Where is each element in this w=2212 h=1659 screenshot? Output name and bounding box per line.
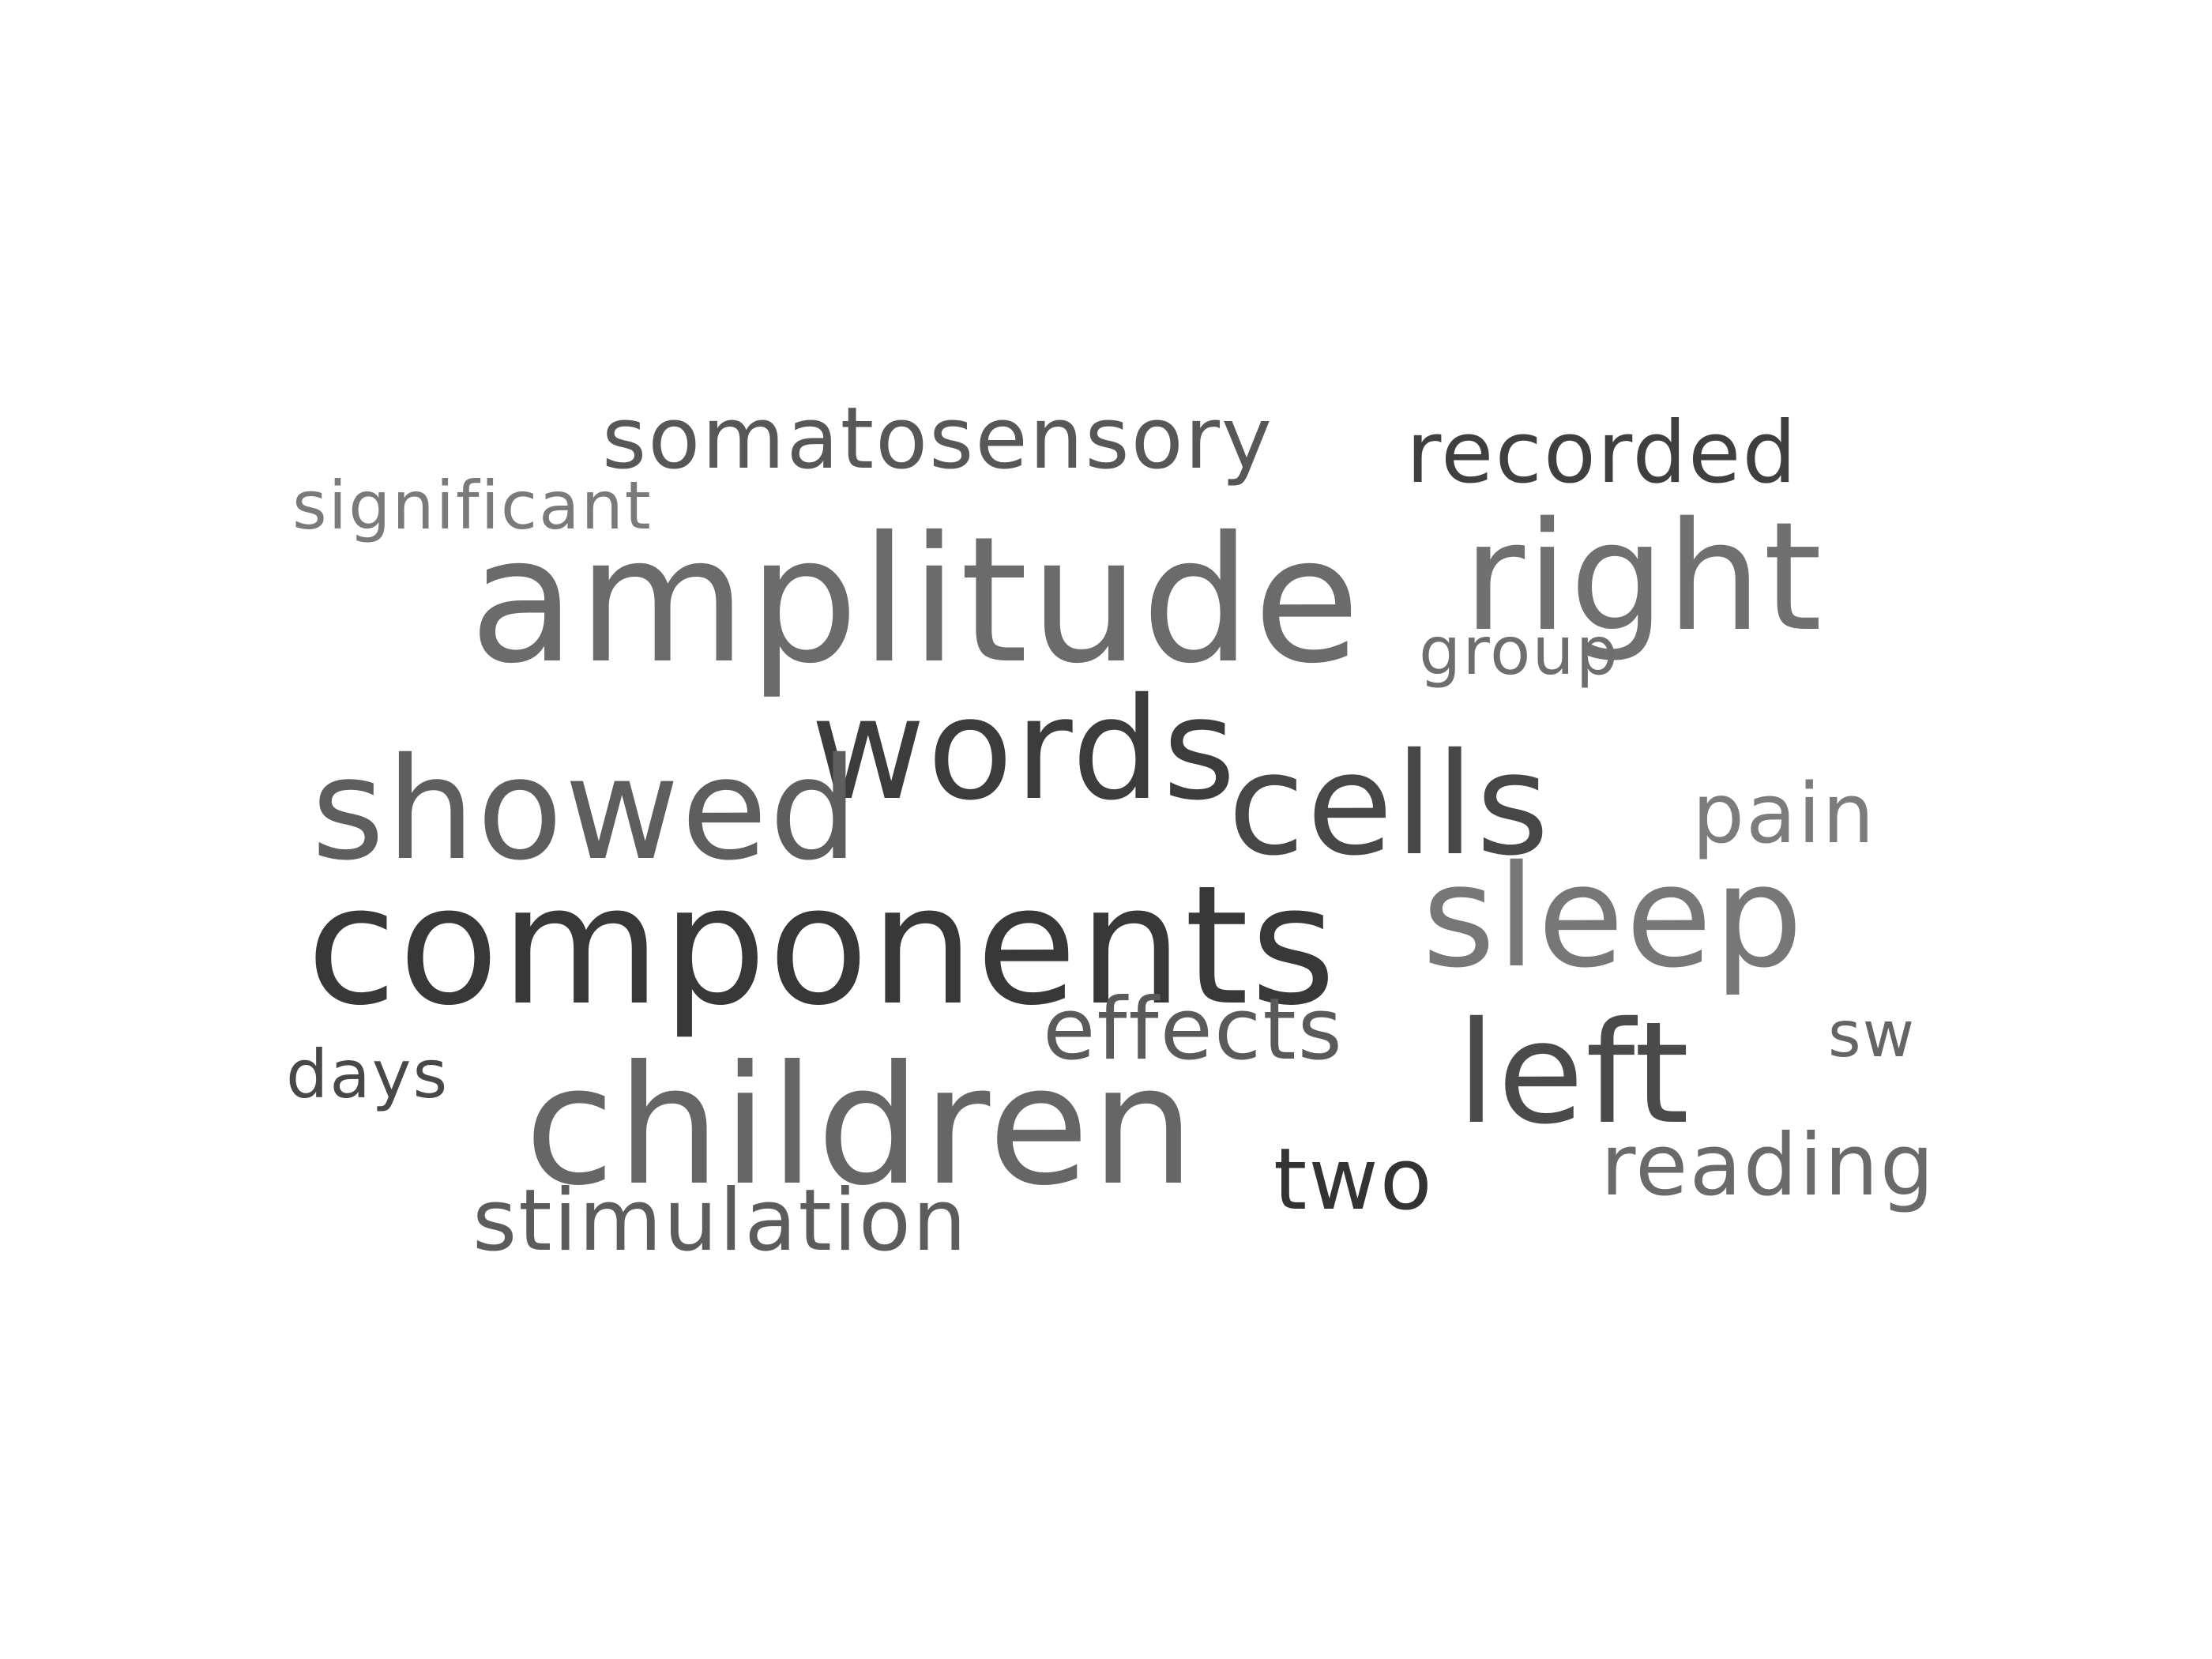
- word-sleep: sleep: [1422, 835, 1805, 999]
- word-children: children: [525, 1031, 1197, 1222]
- word-reading: reading: [1601, 1116, 1936, 1215]
- word-left: left: [1457, 991, 1691, 1155]
- word-sw: sw: [1828, 998, 1917, 1071]
- word-significant: significant: [292, 467, 653, 544]
- word-somatosensory: somatosensory: [602, 389, 1273, 488]
- word-cells: cells: [1228, 723, 1552, 886]
- word-right: right: [1463, 490, 1824, 664]
- word-showed: showed: [311, 728, 860, 891]
- word-two: two: [1273, 1130, 1434, 1229]
- word-effects: effects: [1043, 980, 1344, 1079]
- word-group: group: [1419, 612, 1620, 690]
- word-components: components: [307, 851, 1338, 1042]
- word-words: words: [811, 668, 1238, 831]
- word-days: days: [286, 1036, 450, 1113]
- word-amplitude: amplitude: [469, 499, 1362, 702]
- word-stimulation: stimulation: [472, 1172, 969, 1270]
- word-recorded: recorded: [1406, 404, 1798, 502]
- word-pain: pain: [1692, 766, 1876, 862]
